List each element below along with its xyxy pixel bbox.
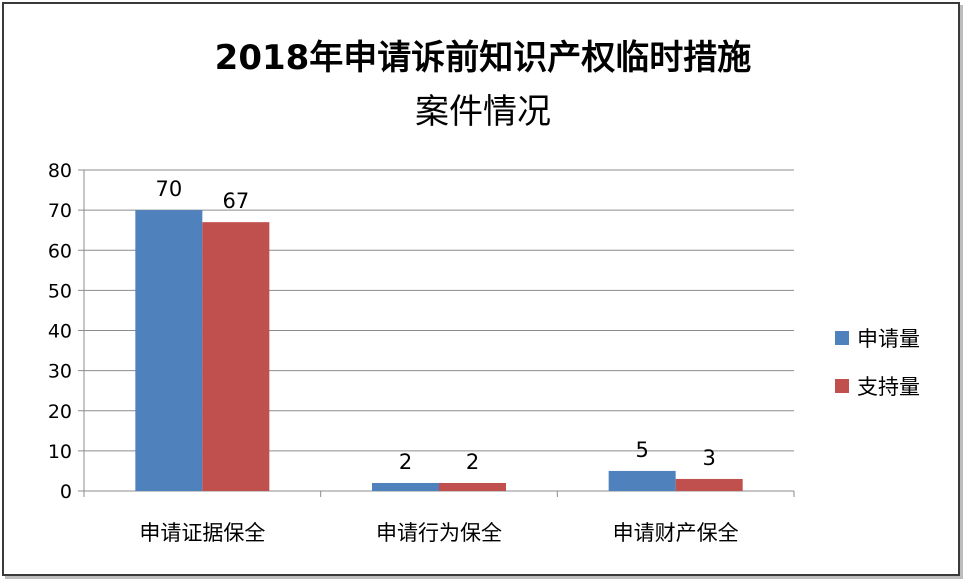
data-label: 70 [155, 177, 182, 201]
y-tick-label: 30 [48, 361, 72, 383]
bar [675, 478, 743, 491]
y-tick-label: 20 [48, 401, 72, 423]
bar [372, 482, 439, 491]
bar [439, 482, 506, 491]
data-label: 2 [399, 450, 412, 474]
y-tick-label: 40 [48, 321, 72, 343]
y-tick-label: 10 [48, 441, 72, 463]
y-tick-label: 80 [48, 160, 72, 182]
y-tick-label: 50 [48, 280, 72, 302]
y-tick-label: 0 [60, 481, 72, 503]
y-tick-label: 60 [48, 240, 72, 262]
x-tick-label: 申请证据保全 [139, 521, 265, 545]
x-tick-label: 申请财产保全 [613, 521, 739, 545]
legend-label: 申请量 [857, 327, 920, 351]
data-label: 2 [466, 450, 479, 474]
legend-label: 支持量 [857, 375, 920, 399]
data-label: 5 [635, 438, 648, 462]
x-tick-label: 申请行为保全 [376, 521, 502, 545]
bar [608, 470, 676, 491]
bar [202, 222, 270, 491]
y-tick-label: 70 [48, 200, 72, 222]
legend-swatch [835, 331, 849, 345]
legend-swatch [835, 379, 849, 393]
bar [135, 210, 203, 491]
chart-title-line1: 2018年申请诉前知识产权临时措施 [214, 38, 752, 78]
chart-title-line2: 案件情况 [415, 92, 551, 132]
data-label: 3 [702, 446, 715, 470]
data-label: 67 [222, 189, 249, 213]
